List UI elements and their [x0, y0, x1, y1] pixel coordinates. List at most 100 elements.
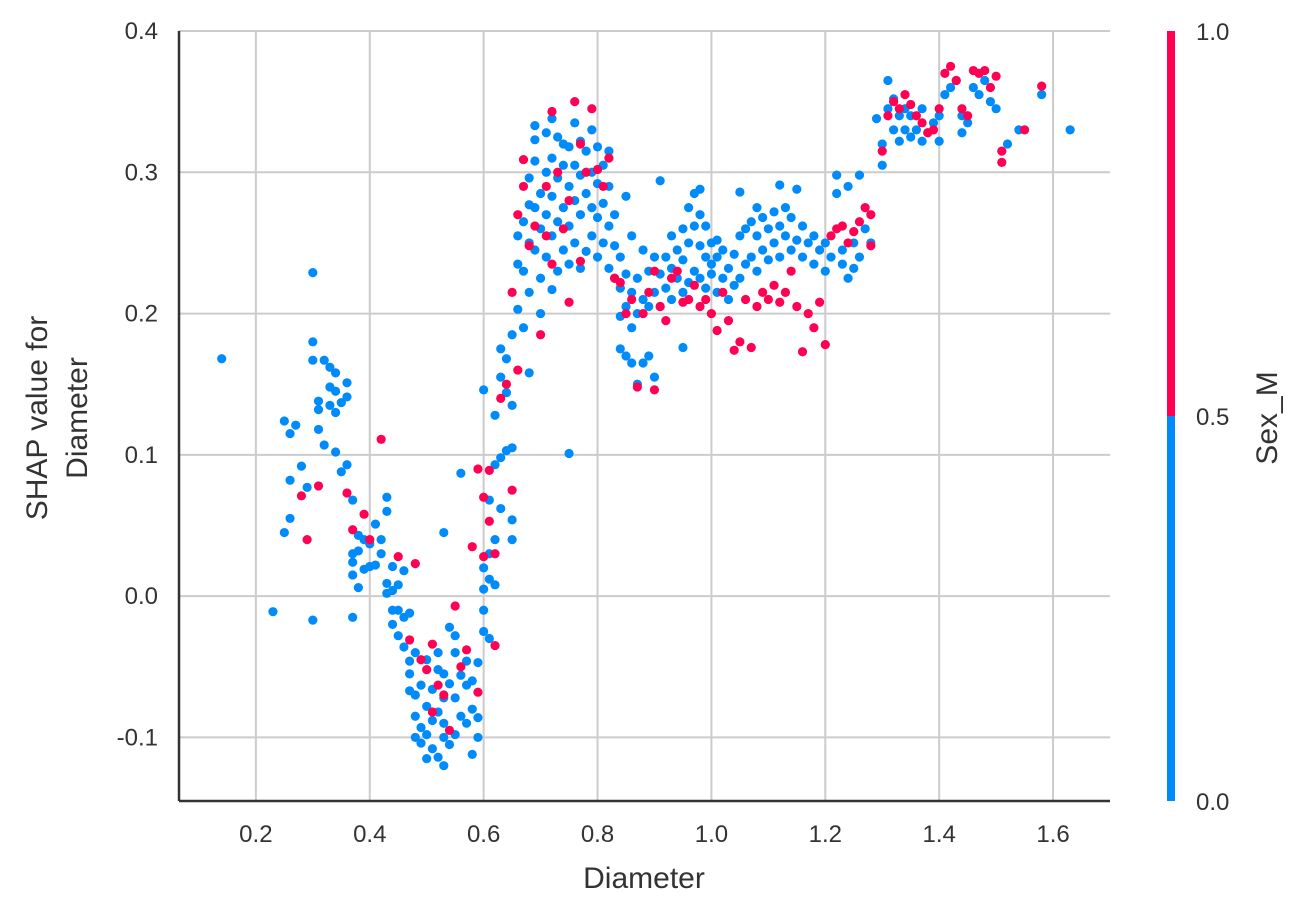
data-point: [854, 170, 865, 180]
data-point: [735, 337, 745, 347]
data-point: [450, 601, 460, 611]
data-point: [313, 396, 324, 406]
data-point: [649, 266, 660, 276]
data-point: [513, 210, 523, 220]
data-point: [581, 188, 591, 199]
data-point: [963, 111, 973, 121]
data-point: [837, 259, 847, 269]
y-tick-label: 0.4: [125, 18, 158, 45]
data-point: [513, 259, 523, 269]
data-point: [547, 153, 557, 163]
data-point: [792, 235, 802, 245]
data-point: [592, 142, 603, 152]
data-point: [490, 640, 500, 651]
data-point: [530, 221, 540, 231]
data-point: [330, 368, 341, 378]
data-point: [900, 89, 910, 100]
data-point: [820, 238, 830, 248]
x-axis-title: Diameter: [583, 862, 705, 895]
data-point: [991, 71, 1001, 81]
data-point: [387, 585, 398, 596]
grid: [179, 30, 1110, 801]
data-point: [689, 266, 699, 276]
data-point: [695, 184, 705, 194]
data-point: [490, 410, 500, 420]
scatter-points: [217, 61, 1075, 771]
data-point: [678, 224, 688, 234]
data-point: [416, 680, 426, 690]
data-point: [866, 241, 876, 251]
data-point: [666, 231, 677, 241]
data-point: [917, 104, 927, 114]
data-point: [422, 754, 432, 764]
data-point: [780, 231, 791, 241]
data-point: [911, 125, 921, 135]
data-point: [348, 525, 358, 535]
data-point: [809, 323, 819, 333]
data-point: [313, 405, 324, 415]
data-point: [740, 224, 751, 234]
data-point: [729, 249, 739, 259]
data-point: [416, 655, 426, 665]
x-tick-label: 1.2: [809, 821, 842, 848]
data-point: [342, 488, 352, 498]
data-point: [758, 287, 768, 297]
data-point: [740, 294, 751, 305]
data-point: [461, 718, 472, 728]
data-point: [587, 125, 597, 135]
data-point: [621, 351, 631, 361]
data-point: [581, 246, 591, 257]
data-point: [342, 378, 352, 388]
data-point: [467, 704, 477, 714]
data-point: [410, 559, 420, 569]
data-point: [467, 542, 477, 552]
data-point: [530, 203, 540, 213]
data-point: [843, 238, 853, 248]
data-point: [735, 273, 745, 283]
data-point: [837, 245, 847, 255]
y-tick-labels: -0.1 0.0 0.1 0.2 0.3 0.4: [117, 18, 158, 751]
data-point: [587, 203, 597, 213]
axes: [177, 31, 1110, 803]
data-point: [473, 657, 483, 668]
data-point: [826, 231, 836, 241]
data-point: [655, 301, 665, 312]
data-point: [980, 65, 990, 76]
data-point: [291, 420, 301, 430]
data-point: [849, 227, 859, 237]
data-point: [706, 308, 717, 319]
data-point: [427, 715, 437, 726]
data-point: [444, 679, 455, 689]
data-point: [461, 656, 472, 666]
data-point: [319, 355, 329, 365]
data-point: [296, 461, 307, 471]
x-tick-label: 0.4: [353, 821, 386, 848]
data-point: [535, 188, 546, 199]
data-point: [701, 252, 711, 262]
data-point: [365, 535, 375, 545]
data-point: [479, 551, 489, 562]
colorbar-tick-label: 1.0: [1196, 19, 1229, 46]
data-point: [279, 527, 289, 538]
data-point: [575, 139, 586, 149]
data-point: [849, 263, 859, 273]
data-point: [518, 266, 529, 276]
data-point: [809, 259, 819, 269]
data-point: [1037, 81, 1047, 91]
data-point: [889, 97, 899, 107]
x-tick-labels: 0.2 0.4 0.6 0.8 1.0 1.2 1.4 1.6: [239, 821, 1070, 848]
data-point: [547, 106, 557, 117]
data-point: [649, 252, 660, 262]
data-point: [541, 231, 551, 241]
data-point: [490, 535, 500, 545]
data-point: [638, 294, 648, 305]
data-point: [792, 184, 802, 194]
data-point: [553, 132, 563, 142]
data-point: [644, 287, 654, 297]
data-point: [889, 125, 899, 135]
data-point: [535, 273, 546, 283]
y-tick-label: 0.0: [125, 583, 158, 610]
data-point: [427, 707, 437, 717]
data-point: [780, 287, 791, 297]
data-point: [439, 669, 449, 679]
